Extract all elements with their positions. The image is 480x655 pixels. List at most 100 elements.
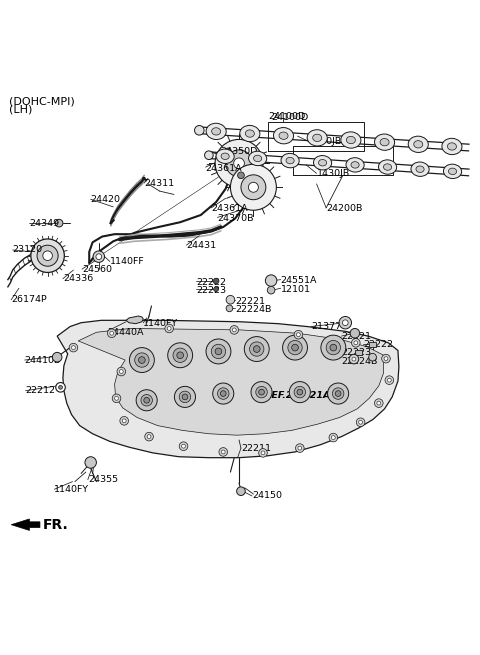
Text: 1140FF: 1140FF (110, 257, 144, 266)
Circle shape (219, 447, 228, 457)
Text: (LH): (LH) (9, 104, 33, 114)
Circle shape (213, 278, 219, 284)
Circle shape (294, 330, 303, 339)
Circle shape (259, 449, 267, 457)
Text: 24410B: 24410B (24, 356, 61, 365)
Ellipse shape (319, 160, 327, 166)
Ellipse shape (313, 155, 332, 170)
Text: 24440A: 24440A (107, 328, 144, 337)
Text: 24560: 24560 (82, 265, 112, 274)
Circle shape (342, 320, 348, 326)
Circle shape (226, 295, 235, 304)
Text: 24361A: 24361A (205, 164, 242, 173)
Ellipse shape (286, 157, 294, 164)
Ellipse shape (221, 153, 229, 160)
Circle shape (332, 388, 344, 400)
Circle shape (374, 399, 383, 407)
Circle shape (110, 331, 114, 335)
Text: 1430JB: 1430JB (310, 138, 343, 146)
Text: 24200B: 24200B (326, 204, 362, 214)
Circle shape (226, 150, 252, 177)
Ellipse shape (384, 164, 392, 170)
Text: 22222: 22222 (363, 340, 394, 348)
Circle shape (72, 346, 75, 350)
Circle shape (135, 353, 149, 367)
Ellipse shape (212, 128, 221, 135)
Ellipse shape (347, 136, 355, 143)
Text: 24350D: 24350D (220, 147, 257, 156)
Ellipse shape (408, 136, 428, 153)
Circle shape (335, 390, 341, 396)
Ellipse shape (378, 160, 396, 174)
Ellipse shape (307, 130, 327, 146)
Circle shape (141, 394, 153, 406)
Polygon shape (355, 350, 361, 355)
Text: 24420: 24420 (91, 195, 120, 204)
Text: 22212: 22212 (25, 386, 56, 395)
Ellipse shape (442, 138, 462, 155)
Circle shape (215, 140, 263, 187)
Circle shape (56, 383, 65, 392)
Text: 24551A: 24551A (281, 276, 317, 285)
Circle shape (359, 421, 362, 424)
Ellipse shape (448, 168, 456, 175)
Ellipse shape (249, 151, 267, 166)
Text: 22224B: 22224B (235, 305, 272, 314)
Circle shape (327, 383, 348, 404)
Circle shape (115, 396, 119, 400)
Circle shape (167, 327, 171, 330)
Circle shape (232, 328, 236, 332)
Ellipse shape (411, 162, 429, 176)
Circle shape (349, 354, 359, 364)
Ellipse shape (312, 134, 322, 141)
Text: 22221: 22221 (235, 297, 265, 306)
Text: 22224B: 22224B (341, 358, 378, 366)
Text: 1140FY: 1140FY (144, 319, 179, 328)
Circle shape (329, 433, 337, 442)
Circle shape (120, 417, 129, 425)
Circle shape (297, 389, 303, 395)
Circle shape (117, 367, 126, 376)
Circle shape (59, 385, 62, 389)
Text: 23120: 23120 (12, 246, 43, 254)
Circle shape (350, 328, 360, 338)
Circle shape (136, 390, 157, 411)
Circle shape (238, 172, 244, 179)
Circle shape (241, 175, 266, 200)
Text: 1430JB: 1430JB (317, 169, 350, 178)
Circle shape (237, 487, 245, 495)
Circle shape (289, 382, 311, 403)
Circle shape (330, 345, 336, 351)
Circle shape (173, 348, 187, 362)
Text: 22222: 22222 (196, 278, 226, 286)
Circle shape (112, 394, 121, 403)
Circle shape (85, 457, 96, 468)
Circle shape (351, 339, 360, 347)
Circle shape (217, 388, 229, 400)
Ellipse shape (414, 141, 423, 148)
Ellipse shape (346, 158, 364, 172)
Circle shape (294, 386, 306, 398)
Circle shape (214, 287, 218, 291)
Polygon shape (57, 320, 399, 458)
Circle shape (230, 326, 239, 334)
Text: 12101: 12101 (281, 285, 311, 293)
Circle shape (292, 345, 299, 351)
Ellipse shape (416, 166, 424, 172)
Circle shape (194, 126, 204, 135)
Circle shape (179, 442, 188, 451)
Polygon shape (11, 519, 40, 531)
Circle shape (225, 148, 231, 155)
Circle shape (177, 352, 183, 358)
Circle shape (261, 451, 265, 455)
Circle shape (213, 383, 234, 404)
Ellipse shape (444, 164, 462, 179)
Ellipse shape (253, 155, 262, 162)
Circle shape (182, 394, 188, 400)
Circle shape (356, 418, 365, 426)
Circle shape (283, 335, 308, 360)
Circle shape (354, 341, 358, 345)
Text: 22221: 22221 (341, 331, 372, 341)
Circle shape (130, 348, 155, 373)
Ellipse shape (274, 128, 294, 144)
